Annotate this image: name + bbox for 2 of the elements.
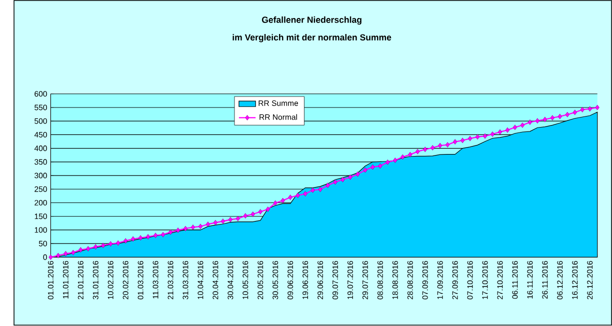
chart-title: Gefallener Niederschlag — [262, 16, 362, 25]
chart-subtitle: im Vergleich mit der normalen Summe — [232, 34, 392, 42]
